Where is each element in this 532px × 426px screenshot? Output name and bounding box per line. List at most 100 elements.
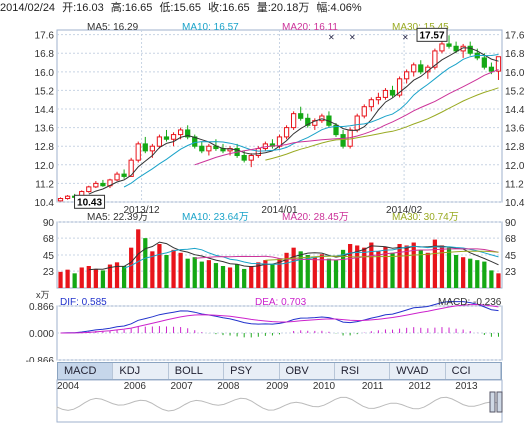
price-ma-legend: MA10: 16.57 (182, 22, 239, 33)
volume-bar (178, 252, 183, 288)
tab-cci[interactable]: CCI (446, 363, 501, 379)
price-ma-lines (88, 47, 499, 195)
volume-ma-legend: MA10: 23.64万 (182, 212, 249, 223)
candle-body (149, 145, 155, 152)
candle-body (439, 43, 445, 52)
volume-bar (475, 260, 480, 288)
volume-bar (362, 247, 367, 288)
candle-body (298, 113, 304, 119)
candle-body (481, 57, 487, 68)
price-ma-line (265, 87, 499, 161)
price-ytick-left: 11.2 (35, 179, 54, 190)
price-xtick: 2013/12 (123, 205, 160, 216)
volume-ma-legend: MA5: 22.39万 (87, 212, 148, 223)
tab-obv[interactable]: OBV (280, 363, 335, 379)
volume-bar (143, 238, 148, 288)
tab-psy[interactable]: PSY (224, 363, 280, 379)
max-price-box (416, 27, 448, 42)
volume-ytick-left: 68 (43, 234, 55, 245)
overview-year: 2006 (123, 381, 146, 392)
range-handle-right[interactable] (496, 391, 503, 413)
tab-kdj[interactable]: KDJ (113, 363, 169, 379)
stock-chart: 17.6 17.6 16.8 16.8 16.0 16.0 15.2 15.2 14.4 14.4… (26, 22, 525, 362)
volume-bar (453, 255, 459, 288)
volume-bar (425, 252, 430, 288)
volume-bar (348, 244, 353, 288)
volume-bar (242, 268, 247, 288)
volume-bar (446, 247, 452, 288)
price-xtick: 2014/02 (386, 205, 423, 216)
volume-bar (86, 266, 91, 288)
candle-body (163, 136, 170, 140)
candle-body (375, 96, 382, 101)
range-handle-left[interactable] (489, 391, 496, 413)
volume-bar (305, 255, 310, 288)
tab-rsi[interactable]: RSI (335, 363, 391, 379)
price-ytick-right: 15.2 (505, 86, 525, 97)
volume-bar (227, 267, 233, 288)
price-ytick-left: 10.4 (35, 198, 55, 209)
candle-body (488, 66, 495, 72)
price-ma-legend: MA20: 16.11 (282, 22, 338, 33)
volume-bar (270, 263, 275, 288)
macd-grid (56, 305, 503, 361)
price-ytick-right: 14.4 (505, 105, 525, 116)
price-ytick-left: 14.4 (35, 105, 55, 116)
candle-body (199, 145, 205, 152)
volume-bar (404, 245, 409, 288)
price-ytick-right: 17.6 (505, 31, 525, 42)
tab-wvad[interactable]: WVAD (390, 363, 446, 379)
quote-date: 2014/02/24 (0, 2, 56, 14)
price-ytick-left: 12.0 (35, 161, 55, 172)
overview-year: 2010 (312, 381, 336, 392)
volume-bar (291, 247, 296, 288)
axis-labels: 17.6 17.6 16.8 16.8 16.0 16.0 15.2 15.2 14.4 14.4… (26, 22, 525, 362)
candle-body (142, 143, 148, 152)
volume-bar (114, 262, 120, 288)
indicator-tabs: MACD KDJ BOLL PSY OBV RSI WVAD CCI (57, 362, 502, 380)
volume-bar (249, 266, 254, 288)
price-ma-legend: MA30: 15.45 (392, 22, 449, 33)
price-ma-line (194, 68, 499, 166)
price-xtick: 2014/01 (261, 205, 298, 216)
volume-bar (277, 258, 282, 288)
quote-change: 幅:4.06% (316, 2, 362, 14)
candle-body (411, 64, 417, 73)
price-ma-line (123, 54, 499, 188)
price-ytick-left: 13.6 (35, 124, 55, 135)
price-ytick-left: 16.0 (35, 68, 55, 79)
candle-body (291, 113, 297, 129)
candle-body (354, 115, 360, 131)
volume-ma-line (88, 241, 499, 271)
volume-bar (369, 242, 374, 288)
candle-body (396, 78, 403, 96)
volume-ytick-right: 90 (505, 218, 517, 229)
event-marker-icon: ✕ (328, 33, 335, 42)
tab-macd[interactable]: MACD (58, 363, 114, 379)
quote-header: 2014/02/24 开:16.03 高:16.65 低:15.65 收:16.… (0, 0, 532, 17)
event-marker-icon: ✕ (349, 33, 356, 42)
volume-bars (58, 229, 501, 288)
volume-bar (496, 273, 501, 288)
candle-body (361, 106, 367, 117)
candle-body (404, 71, 410, 80)
price-ytick-left: 15.2 (35, 86, 55, 97)
candle-body (495, 56, 502, 72)
volume-bar (192, 257, 197, 288)
macd-lines (60, 300, 499, 338)
candle-body (453, 45, 459, 52)
volume-unit: x万 (36, 290, 50, 300)
dea-legend: DEA: 0.703 (255, 297, 307, 308)
volume-ma-line (123, 245, 499, 269)
macd-ytick: 0.866 (29, 302, 54, 313)
candle-body (135, 143, 141, 161)
volume-bar (100, 270, 106, 288)
quote-low: 低:15.65 (159, 2, 202, 14)
min-price-label: 10.43 (77, 197, 102, 208)
overview-line (56, 396, 503, 412)
tab-boll[interactable]: BOLL (169, 363, 225, 379)
dea-line (60, 303, 499, 334)
volume-bar (220, 266, 226, 288)
price-ytick-right: 10.4 (505, 198, 525, 209)
overview-year: 2012 (408, 381, 431, 392)
